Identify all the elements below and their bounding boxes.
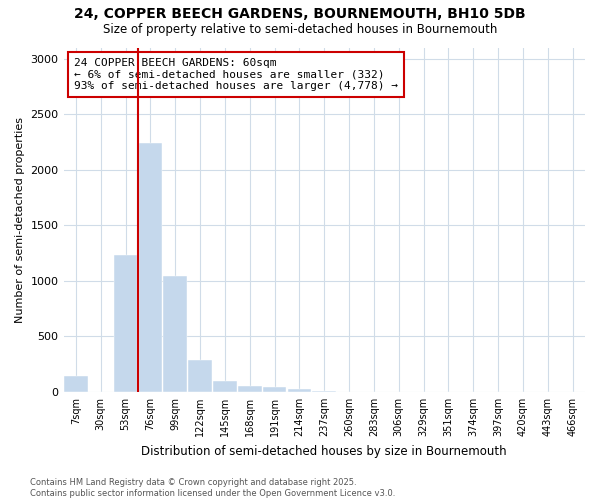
Bar: [263, 387, 286, 392]
Bar: [188, 360, 212, 392]
Text: Size of property relative to semi-detached houses in Bournemouth: Size of property relative to semi-detach…: [103, 22, 497, 36]
Text: Contains HM Land Registry data © Crown copyright and database right 2025.
Contai: Contains HM Land Registry data © Crown c…: [30, 478, 395, 498]
Bar: [213, 381, 237, 392]
Text: 24, COPPER BEECH GARDENS, BOURNEMOUTH, BH10 5DB: 24, COPPER BEECH GARDENS, BOURNEMOUTH, B…: [74, 8, 526, 22]
Bar: [163, 276, 187, 392]
X-axis label: Distribution of semi-detached houses by size in Bournemouth: Distribution of semi-detached houses by …: [142, 444, 507, 458]
Y-axis label: Number of semi-detached properties: Number of semi-detached properties: [15, 116, 25, 322]
Bar: [114, 256, 137, 392]
Bar: [64, 376, 88, 392]
Bar: [139, 143, 162, 392]
Bar: [287, 389, 311, 392]
Text: 24 COPPER BEECH GARDENS: 60sqm
← 6% of semi-detached houses are smaller (332)
93: 24 COPPER BEECH GARDENS: 60sqm ← 6% of s…: [74, 58, 398, 91]
Bar: [238, 386, 262, 392]
